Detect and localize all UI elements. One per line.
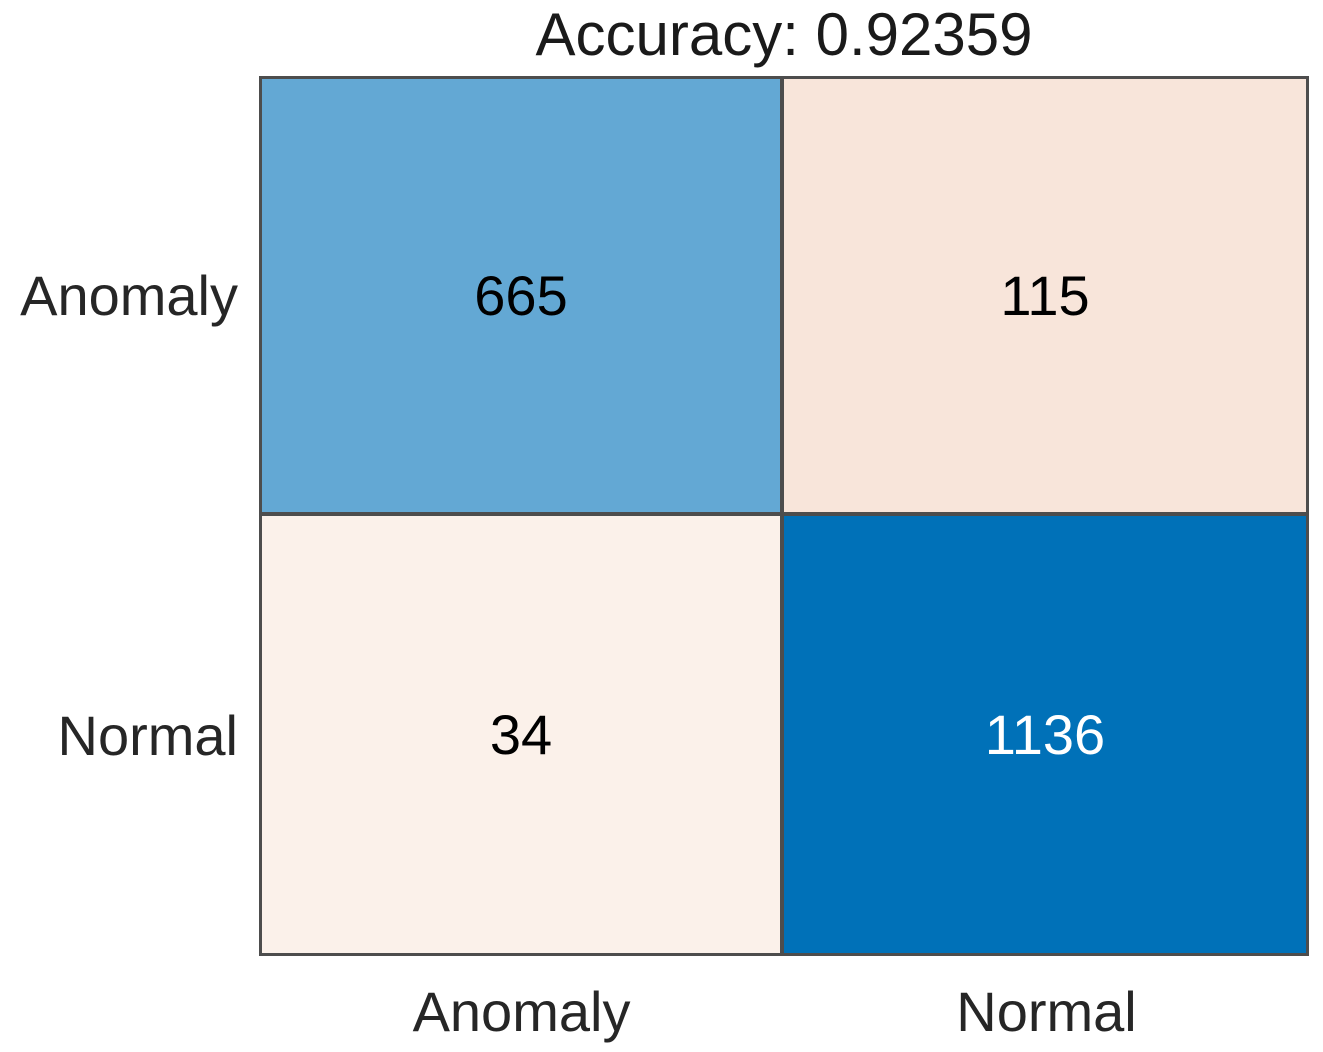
row-label-normal: Normal [57, 704, 238, 767]
cell-anomaly-anomaly: 665 [262, 79, 784, 516]
cell-normal-anomaly: 34 [262, 516, 784, 953]
cell-normal-normal: 1136 [784, 516, 1306, 953]
matrix-grid: 665 115 34 1136 [259, 76, 1309, 956]
chart-title: Accuracy: 0.92359 [535, 1, 1033, 68]
col-label-anomaly: Anomaly [412, 980, 631, 1043]
col-label-normal: Normal [956, 980, 1137, 1043]
row-label-anomaly: Anomaly [20, 264, 238, 327]
cell-anomaly-normal: 115 [784, 79, 1306, 516]
